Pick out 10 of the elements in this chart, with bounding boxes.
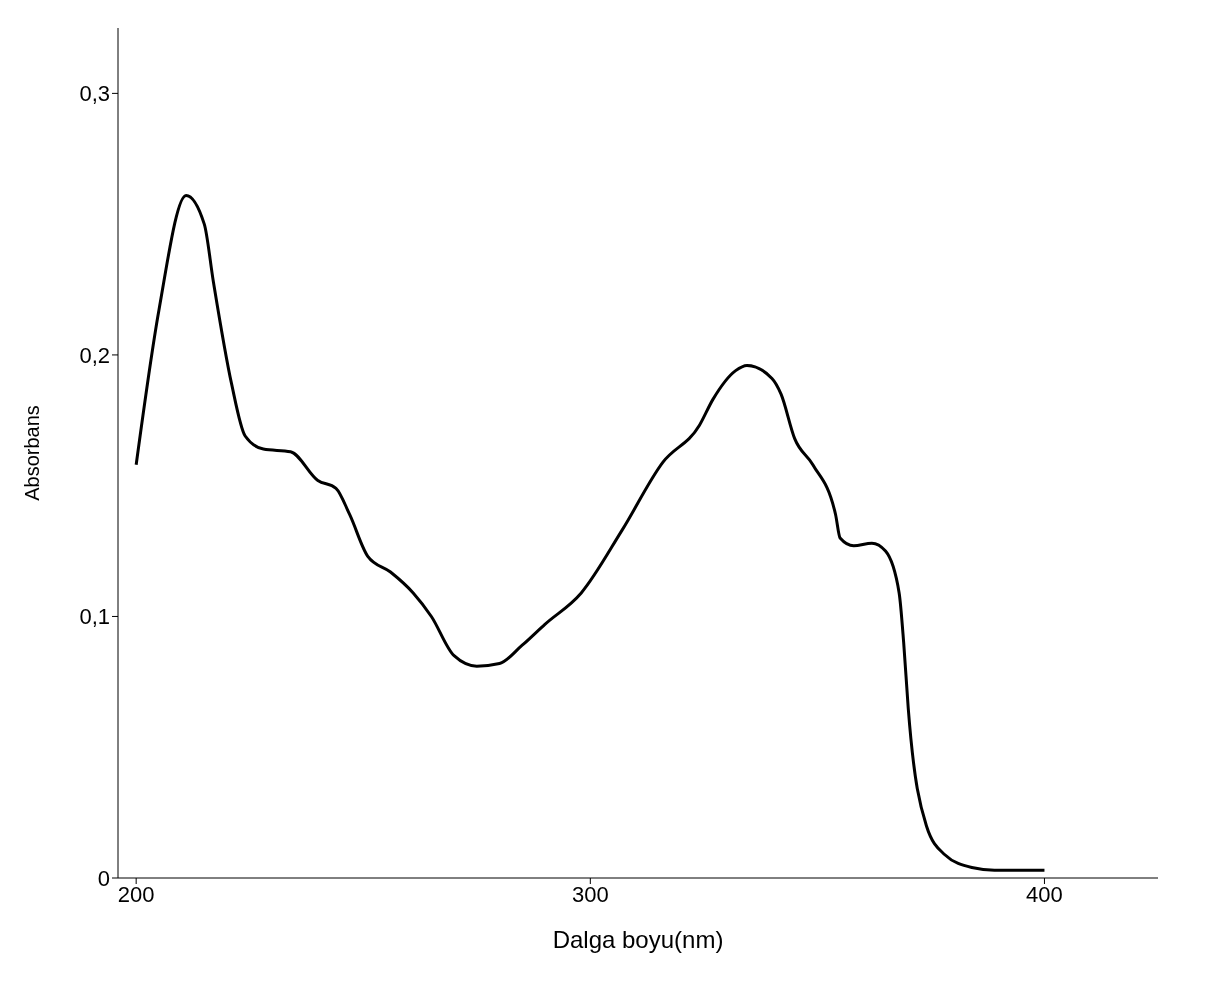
x-axis-title: Dalga boyu(nm) xyxy=(552,926,724,953)
x-tick-label: 400 xyxy=(1026,881,1063,907)
y-tick-label: 0,1 xyxy=(79,604,110,630)
y-tick-label: 0 xyxy=(97,865,110,891)
y-tick-label: 0,3 xyxy=(79,81,110,107)
y-tick-label: 0,2 xyxy=(79,342,110,368)
x-tick-label: 300 xyxy=(571,881,609,907)
x-tick-label: 200 xyxy=(117,881,155,907)
y-axis-title: Absorbans xyxy=(21,405,44,501)
line-series xyxy=(134,193,1046,872)
